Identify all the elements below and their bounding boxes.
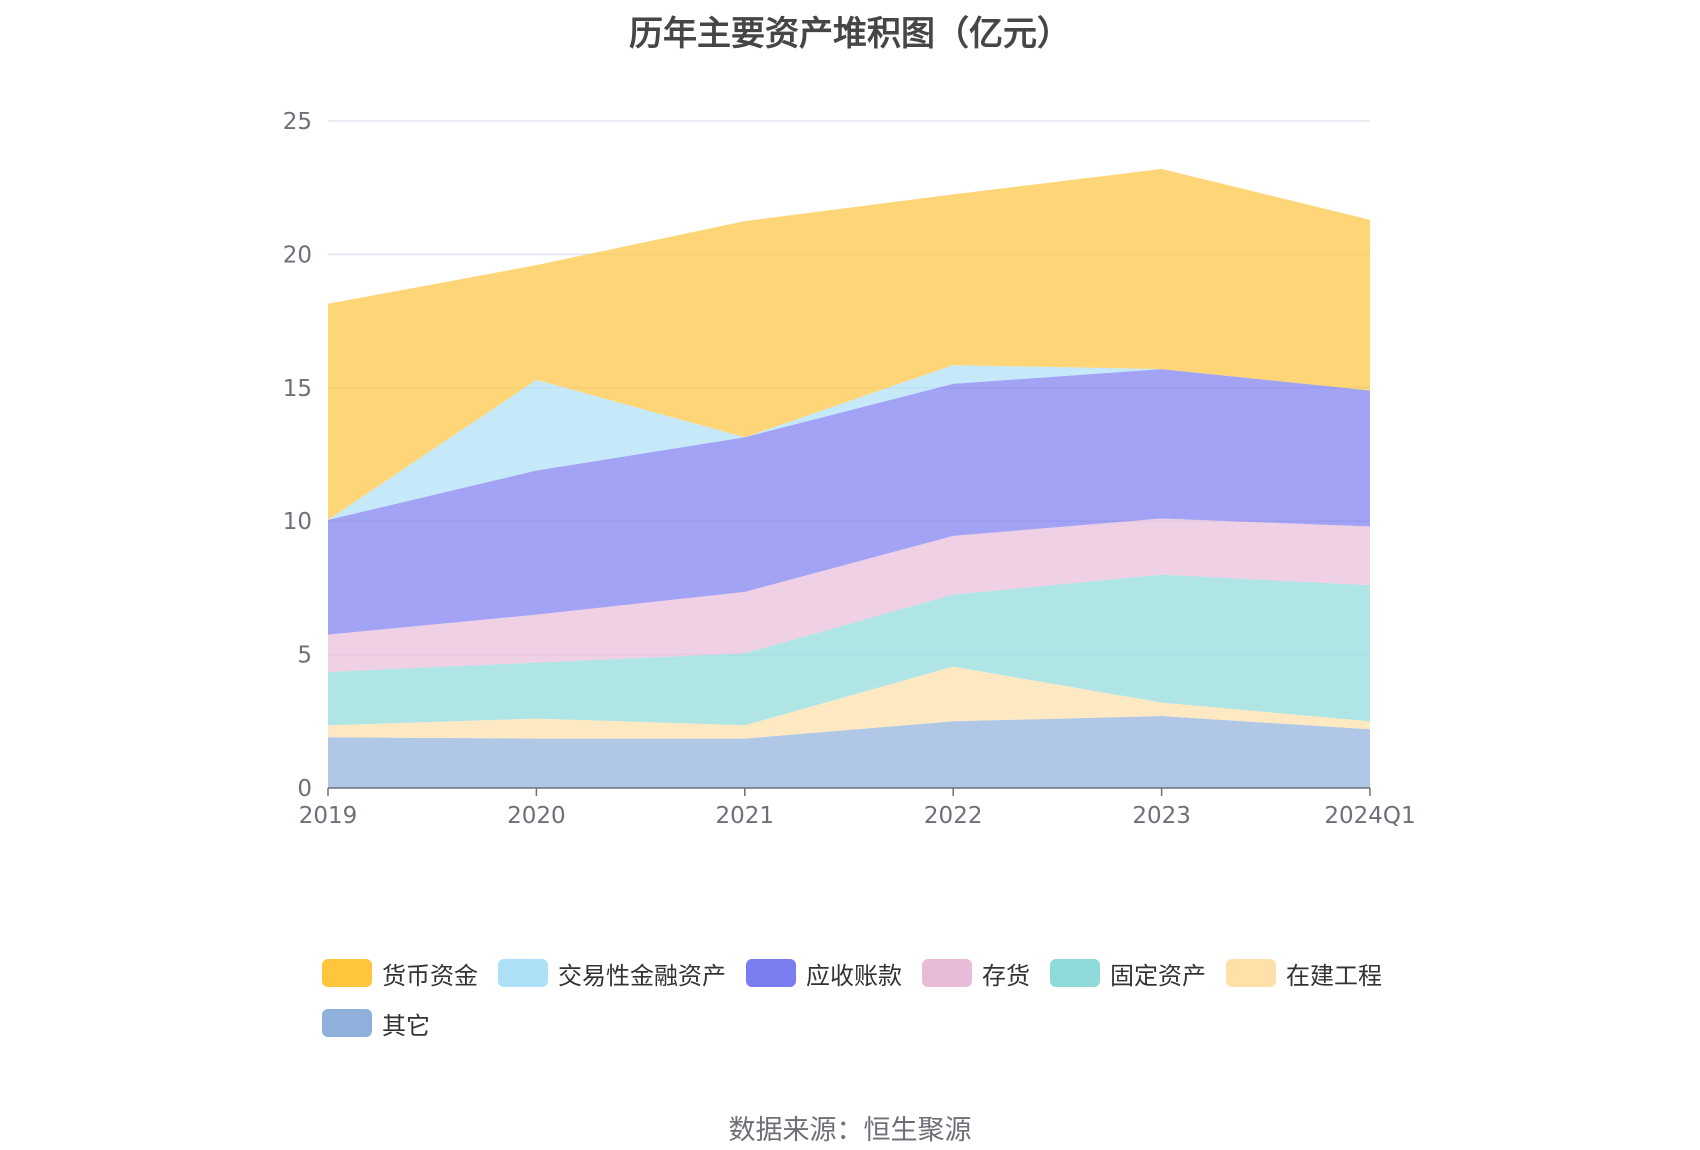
legend-swatch: [746, 959, 796, 987]
area-series-交易性金融资产[interactable]: [328, 365, 1370, 520]
legend-swatch: [1050, 959, 1100, 987]
x-tick-label: 2023: [1132, 803, 1191, 829]
area-series-其它[interactable]: [328, 716, 1370, 788]
area-series-货币资金[interactable]: [328, 169, 1370, 520]
legend-label: 在建工程: [1286, 961, 1382, 990]
legend-label: 固定资产: [1110, 961, 1206, 990]
y-tick-label: 10: [283, 509, 312, 535]
stacked-area-chart: 0 5 10 15 20 25 2019 2020 2021 2022 2023 2024Q1: [283, 109, 1416, 829]
legend-label: 货币资金: [382, 961, 478, 990]
legend-swatch: [922, 959, 972, 987]
y-tick-label: 0: [297, 776, 312, 802]
legend-swatch: [498, 959, 548, 987]
x-tick-label: 2021: [716, 803, 775, 829]
legend-item[interactable]: 其它: [322, 1008, 430, 1040]
legend-swatch: [1226, 959, 1276, 987]
area-series-存货[interactable]: [328, 518, 1370, 672]
legend-item[interactable]: 交易性金融资产: [498, 958, 726, 990]
legend-label: 应收账款: [806, 961, 902, 990]
area-series-在建工程[interactable]: [328, 666, 1370, 739]
legend-item[interactable]: 在建工程: [1226, 958, 1382, 990]
legend-item[interactable]: 固定资产: [1050, 958, 1206, 990]
y-tick-label: 5: [297, 643, 312, 669]
legend-item[interactable]: 货币资金: [322, 958, 478, 990]
area-series-固定资产[interactable]: [328, 574, 1370, 726]
legend-item[interactable]: 存货: [922, 958, 1030, 990]
legend-label: 其它: [382, 1011, 430, 1040]
y-tick-label: 20: [283, 242, 312, 268]
legend: 货币资金 交易性金融资产 应收账款 存货 固定资产 在建工程其它: [322, 958, 1422, 1058]
legend-swatch: [322, 1009, 372, 1037]
legend-label: 交易性金融资产: [558, 961, 726, 990]
legend-swatch: [322, 959, 372, 987]
legend-item[interactable]: 应收账款: [746, 958, 902, 990]
y-tick-label: 25: [283, 109, 312, 135]
legend-label: 存货: [982, 961, 1030, 990]
area-series: [328, 169, 1370, 788]
area-series-应收账款[interactable]: [328, 369, 1370, 635]
x-tick-label: 2024Q1: [1324, 803, 1415, 829]
axes: 0 5 10 15 20 25 2019 2020 2021 2022 2023 2024Q1: [283, 109, 1416, 829]
y-tick-label: 15: [283, 376, 312, 402]
chart-title: 历年主要资产堆积图（亿元）: [629, 14, 1071, 54]
x-tick-label: 2022: [924, 803, 983, 829]
x-tick-label: 2020: [507, 803, 566, 829]
data-source: 数据来源：恒生聚源: [728, 1115, 972, 1146]
x-tick-label: 2019: [299, 803, 358, 829]
